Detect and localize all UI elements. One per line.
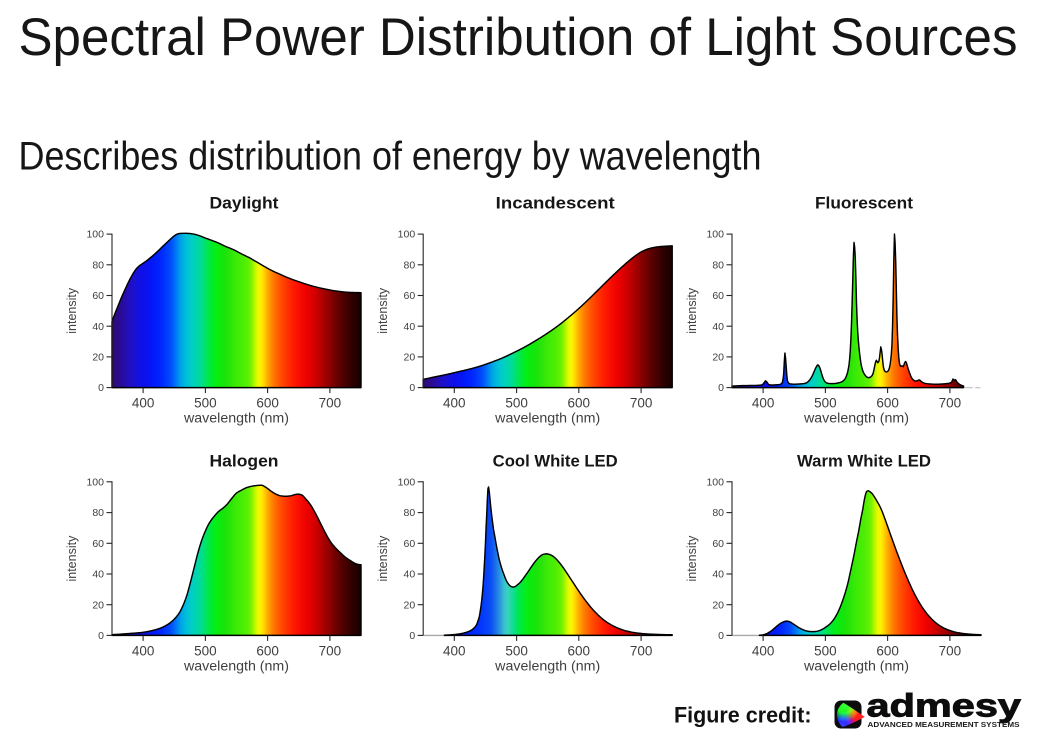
svg-text:20: 20 (92, 352, 104, 364)
svg-text:400: 400 (752, 396, 775, 411)
svg-text:20: 20 (712, 352, 724, 364)
svg-text:400: 400 (752, 643, 775, 658)
svg-text:600: 600 (876, 643, 899, 658)
svg-text:80: 80 (92, 507, 104, 519)
svg-text:600: 600 (568, 396, 591, 411)
svg-text:100: 100 (86, 229, 104, 241)
svg-text:Describes distribution of ener: Describes distribution of energy by wave… (19, 135, 762, 179)
svg-text:500: 500 (194, 396, 217, 411)
svg-text:700: 700 (630, 396, 653, 411)
svg-text:60: 60 (404, 290, 416, 302)
svg-text:intensity: intensity (685, 535, 699, 582)
svg-text:600: 600 (256, 396, 279, 411)
svg-text:0: 0 (98, 630, 104, 642)
svg-text:0: 0 (718, 630, 724, 642)
svg-text:intensity: intensity (376, 287, 390, 334)
svg-text:wavelength (nm): wavelength (nm) (494, 411, 600, 426)
svg-text:500: 500 (505, 396, 528, 411)
svg-text:Spectral Power Distribution of: Spectral Power Distribution of Light Sou… (19, 8, 1018, 67)
svg-text:700: 700 (939, 643, 962, 658)
svg-text:500: 500 (505, 643, 528, 658)
svg-text:700: 700 (319, 396, 342, 411)
svg-text:60: 60 (92, 290, 104, 302)
svg-text:600: 600 (876, 396, 899, 411)
svg-text:500: 500 (814, 643, 837, 658)
svg-text:intensity: intensity (376, 535, 390, 582)
svg-text:400: 400 (132, 396, 155, 411)
svg-text:60: 60 (92, 538, 104, 550)
svg-text:40: 40 (404, 321, 416, 333)
svg-text:80: 80 (92, 259, 104, 271)
svg-text:40: 40 (92, 321, 104, 333)
svg-text:Incandescent: Incandescent (496, 195, 616, 213)
svg-text:400: 400 (132, 643, 155, 658)
svg-text:Warm White LED: Warm White LED (797, 452, 931, 470)
svg-text:500: 500 (814, 396, 837, 411)
svg-text:intensity: intensity (65, 535, 79, 582)
svg-text:100: 100 (706, 229, 724, 241)
svg-text:700: 700 (630, 643, 653, 658)
svg-text:400: 400 (443, 643, 466, 658)
svg-text:60: 60 (404, 538, 416, 550)
svg-text:600: 600 (256, 643, 279, 658)
svg-text:700: 700 (319, 643, 342, 658)
svg-text:40: 40 (404, 569, 416, 581)
svg-text:100: 100 (86, 476, 104, 488)
svg-text:80: 80 (404, 259, 416, 271)
svg-text:80: 80 (404, 507, 416, 519)
svg-text:80: 80 (712, 507, 724, 519)
svg-text:600: 600 (568, 643, 591, 658)
svg-text:20: 20 (92, 599, 104, 611)
svg-text:0: 0 (409, 382, 415, 394)
svg-text:wavelength (nm): wavelength (nm) (183, 658, 289, 673)
svg-text:Cool White LED: Cool White LED (493, 452, 618, 470)
svg-text:60: 60 (712, 290, 724, 302)
svg-text:20: 20 (404, 599, 416, 611)
svg-text:40: 40 (712, 569, 724, 581)
svg-text:80: 80 (712, 259, 724, 271)
svg-text:intensity: intensity (685, 287, 699, 334)
svg-text:500: 500 (194, 643, 217, 658)
svg-text:100: 100 (398, 476, 416, 488)
svg-text:700: 700 (939, 396, 962, 411)
svg-text:0: 0 (718, 382, 724, 394)
svg-text:Halogen: Halogen (210, 452, 279, 470)
svg-text:0: 0 (98, 382, 104, 394)
svg-text:0: 0 (409, 630, 415, 642)
svg-text:Daylight: Daylight (210, 195, 280, 213)
svg-text:40: 40 (712, 321, 724, 333)
svg-text:wavelength (nm): wavelength (nm) (803, 658, 909, 673)
svg-text:60: 60 (712, 538, 724, 550)
svg-text:intensity: intensity (65, 287, 79, 334)
svg-text:Figure credit:: Figure credit: (674, 703, 812, 728)
svg-text:admesy: admesy (867, 688, 1022, 724)
svg-text:100: 100 (398, 229, 416, 241)
svg-text:20: 20 (712, 599, 724, 611)
svg-text:wavelength (nm): wavelength (nm) (183, 411, 289, 426)
svg-text:Fluorescent: Fluorescent (815, 195, 914, 213)
svg-text:wavelength (nm): wavelength (nm) (494, 658, 600, 673)
svg-text:400: 400 (443, 396, 466, 411)
svg-text:40: 40 (92, 569, 104, 581)
svg-text:ADVANCED MEASUREMENT SYSTEMS: ADVANCED MEASUREMENT SYSTEMS (868, 722, 1020, 729)
svg-text:wavelength (nm): wavelength (nm) (803, 411, 909, 426)
svg-text:20: 20 (404, 352, 416, 364)
svg-text:100: 100 (706, 476, 724, 488)
